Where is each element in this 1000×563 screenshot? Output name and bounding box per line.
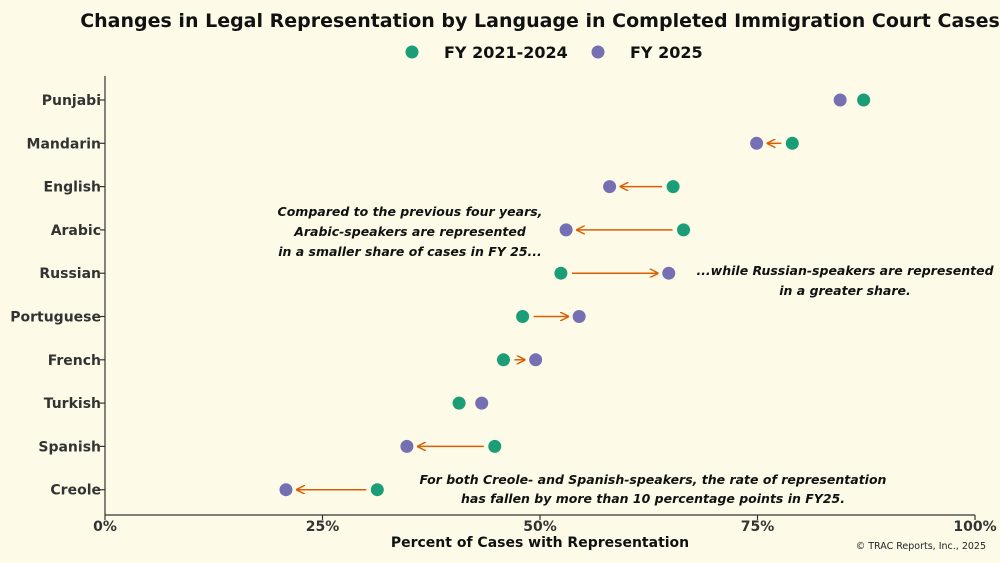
legend-marker-fy2025 bbox=[591, 45, 605, 59]
point-fy2025-creole bbox=[279, 483, 293, 497]
x-tick-label-0: 0% bbox=[93, 519, 117, 535]
category-label-english: English bbox=[44, 180, 101, 196]
point-fy2025-russian bbox=[662, 266, 676, 280]
x-axis-title: Percent of Cases with Representation bbox=[391, 535, 689, 551]
dumbbell-rows bbox=[279, 93, 871, 497]
category-label-french: French bbox=[48, 353, 101, 369]
legend-label-fy2021-2024: FY 2021-2024 bbox=[444, 43, 568, 62]
category-label-mandarin: Mandarin bbox=[27, 136, 101, 152]
annotation-russian-line-2: in a greater share. bbox=[779, 283, 910, 298]
chart-title: Changes in Legal Representation by Langu… bbox=[80, 10, 1000, 32]
annotation-russian-line-1: ...while Russian-speakers are represente… bbox=[696, 263, 994, 278]
x-tick-label-25: 25% bbox=[306, 519, 340, 535]
category-labels: Punjabi Mandarin English Arabic Russian Portu… bbox=[10, 93, 105, 499]
point-fy2025-portuguese bbox=[572, 310, 586, 323]
point-fy2025-turkish bbox=[475, 396, 489, 410]
annotation-arabic-line-3: in a smaller share of cases in FY 25... bbox=[278, 244, 542, 259]
point-fy2025-french bbox=[529, 353, 543, 367]
category-label-portuguese: Portuguese bbox=[10, 310, 101, 326]
point-fy2025-spanish bbox=[400, 439, 414, 453]
point-fy2025-arabic bbox=[559, 223, 573, 237]
point-fy2025-punjabi bbox=[833, 93, 847, 107]
point-fy2021-2024-turkish bbox=[452, 396, 466, 410]
x-ticks: 0% 25% 50% 75% 100% bbox=[93, 515, 997, 535]
annotation-arabic: Compared to the previous four years, Ara… bbox=[278, 204, 543, 259]
category-label-russian: Russian bbox=[39, 266, 101, 282]
annotation-arabic-line-1: Compared to the previous four years, bbox=[278, 204, 543, 219]
x-tick-label-75: 75% bbox=[741, 519, 775, 535]
legend: FY 2021-2024 FY 2025 bbox=[405, 43, 703, 62]
annotation-russian: ...while Russian-speakers are represente… bbox=[696, 263, 994, 298]
category-label-turkish: Turkish bbox=[44, 396, 101, 412]
category-label-creole: Creole bbox=[50, 483, 101, 499]
annotation-creole-spanish-line-1: For both Creole- and Spanish-speakers, t… bbox=[420, 472, 887, 487]
point-fy2025-english bbox=[603, 180, 617, 194]
category-label-spanish: Spanish bbox=[38, 439, 101, 455]
point-fy2021-2024-english bbox=[666, 180, 680, 194]
copyright-credit: © TRAC Reports, Inc., 2025 bbox=[856, 541, 986, 552]
point-fy2021-2024-creole bbox=[370, 483, 384, 497]
legend-marker-fy2021-2024 bbox=[405, 45, 419, 59]
category-label-arabic: Arabic bbox=[51, 223, 101, 239]
annotation-creole-spanish-line-2: has fallen by more than 10 percentage po… bbox=[461, 491, 845, 506]
point-fy2021-2024-arabic bbox=[677, 223, 691, 237]
category-label-punjabi: Punjabi bbox=[42, 93, 101, 109]
x-tick-label-100: 100% bbox=[953, 519, 996, 535]
point-fy2025-mandarin bbox=[750, 136, 764, 150]
point-fy2021-2024-spanish bbox=[488, 439, 502, 453]
annotation-arabic-line-2: Arabic-speakers are represented bbox=[293, 224, 527, 239]
point-fy2021-2024-mandarin bbox=[785, 136, 799, 150]
legend-label-fy2025: FY 2025 bbox=[630, 43, 703, 62]
x-tick-label-50: 50% bbox=[523, 519, 557, 535]
point-fy2021-2024-portuguese bbox=[516, 310, 530, 323]
annotation-creole-spanish: For both Creole- and Spanish-speakers, t… bbox=[420, 472, 887, 506]
point-fy2021-2024-punjabi bbox=[857, 93, 871, 107]
point-fy2021-2024-french bbox=[496, 353, 510, 367]
point-fy2021-2024-russian bbox=[554, 266, 568, 280]
